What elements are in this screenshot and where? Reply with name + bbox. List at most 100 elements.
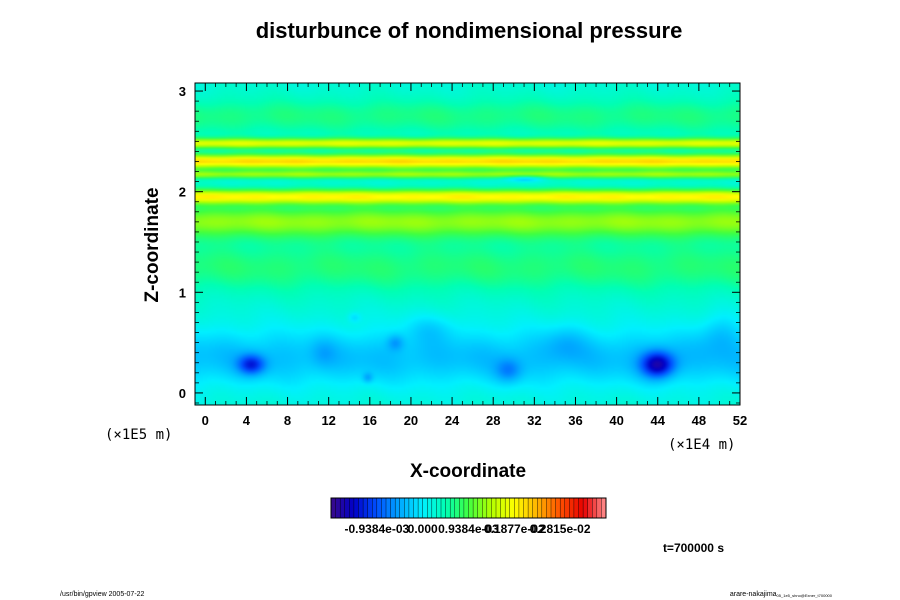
colorbar-cell <box>582 497 589 519</box>
x-tick-label: 24 <box>445 413 460 428</box>
colorbar-cell <box>431 497 437 519</box>
footer-right: arare-nakajima05_1e5_shno@Exner_t700000 <box>730 591 833 598</box>
footer-right-sub: 05_1e5_shno@Exner_t700000 <box>777 593 833 598</box>
colorbar-label: 0.000 <box>408 522 438 536</box>
colorbar-cell <box>518 497 525 519</box>
colorbar-cell <box>449 497 456 519</box>
colorbar-cell <box>491 497 497 519</box>
x-tick-label: 32 <box>527 413 541 428</box>
y-axis-title: Z-coordinate <box>142 187 163 302</box>
x-tick-label: 4 <box>243 413 251 428</box>
colorbar-cell <box>587 497 593 519</box>
colorbar-cell <box>596 497 602 519</box>
colorbar-cell <box>459 497 465 519</box>
x-tick-label: 28 <box>486 413 500 428</box>
colorbar-cell <box>445 497 451 519</box>
colorbar-cell <box>454 497 460 519</box>
x-tick-label: 12 <box>321 413 335 428</box>
colorbar-cell <box>353 497 359 519</box>
colorbar-cell <box>408 497 414 519</box>
colorbar-labels: -0.9384e-030.000 0.9384e-030.1877e-020.28… <box>344 522 590 536</box>
colorbar-cell <box>394 497 401 519</box>
colorbar-cell <box>362 497 369 519</box>
colorbar-cell <box>472 497 479 519</box>
colorbar-cell <box>404 497 410 519</box>
colorbar-label: 0.9384e-03 <box>438 522 499 536</box>
colorbar-cell <box>463 497 469 519</box>
x-scale-label: (×1E4 m) <box>668 437 735 453</box>
colorbar-cell <box>486 497 492 519</box>
colorbar-cell <box>559 497 566 519</box>
x-tick-label: 40 <box>609 413 623 428</box>
colorbar-cell <box>417 497 424 519</box>
x-axis-title: X-coordinate <box>410 461 526 482</box>
colorbar-cell <box>495 497 502 519</box>
colorbar-cell <box>509 497 515 519</box>
x-tick-marks <box>204 83 741 405</box>
heatmap-field <box>195 83 740 405</box>
colorbar-cell <box>500 497 506 519</box>
colorbar-label: 0.1877e-02 <box>484 522 545 536</box>
colorbar-cell <box>367 497 373 519</box>
y-tick-label: 0 <box>179 386 186 401</box>
colorbar-cell <box>372 497 378 519</box>
colorbar-cell <box>376 497 382 519</box>
colorbar-cell <box>335 497 341 519</box>
x-tick-label: 20 <box>404 413 418 428</box>
colorbar-cell <box>482 497 488 519</box>
y-tick-label: 1 <box>179 285 186 300</box>
colorbar-label: 0.2815e-02 <box>530 522 591 536</box>
x-tick-labels: 0 4 8 12 16 20 24 28 32 36 40 44 48 52 <box>202 413 748 428</box>
colorbar-cell <box>550 497 557 519</box>
colorbar-cell <box>468 497 474 519</box>
y-scale-label: (×1E5 m) <box>105 427 172 443</box>
colorbar-cell <box>399 497 405 519</box>
x-tick-label: 48 <box>692 413 706 428</box>
colorbar-cell <box>344 497 350 519</box>
x-tick-label: 16 <box>363 413 377 428</box>
colorbar-cell <box>436 497 442 519</box>
colorbar-cell <box>555 497 561 519</box>
colorbar-cell <box>573 497 580 519</box>
colorbar-cell <box>390 497 396 519</box>
x-tick-label: 8 <box>284 413 291 428</box>
x-tick-label: 44 <box>651 413 666 428</box>
chart-title: disturbunce of nondimensional pressure <box>256 18 683 43</box>
colorbar: -0.9384e-030.000 0.9384e-030.1877e-020.28… <box>330 497 607 536</box>
colorbar-cell <box>527 497 534 519</box>
colorbar-label: -0.9384e-03 <box>344 522 409 536</box>
footer-left: /usr/bin/gpview 2005-07-22 <box>60 591 145 598</box>
colorbar-cell <box>330 497 337 519</box>
colorbar-cell <box>523 497 529 519</box>
footer-right-main: arare-nakajima <box>730 591 777 598</box>
y-tick-marks <box>195 90 740 404</box>
x-tick-label: 36 <box>568 413 582 428</box>
colorbar-cell <box>339 497 346 519</box>
colorbar-cell <box>358 497 364 519</box>
colorbar-cells <box>330 497 607 519</box>
plot-frame <box>194 82 741 406</box>
colorbar-cell <box>477 497 483 519</box>
y-tick-label: 3 <box>179 84 186 99</box>
y-tick-labels: 0 1 2 3 <box>179 84 186 401</box>
colorbar-cell <box>578 497 584 519</box>
colorbar-frame <box>330 497 607 519</box>
colorbar-cell <box>381 497 387 519</box>
colorbar-cell <box>504 497 511 519</box>
colorbar-cell <box>349 497 355 519</box>
colorbar-cell <box>385 497 392 519</box>
colorbar-cell <box>546 497 552 519</box>
x-tick-label: 52 <box>733 413 747 428</box>
colorbar-cell <box>564 497 570 519</box>
colorbar-cell <box>541 497 547 519</box>
colorbar-cell <box>569 497 575 519</box>
colorbar-cell <box>514 497 520 519</box>
colorbar-cell <box>537 497 543 519</box>
colorbar-cell <box>422 497 428 519</box>
colorbar-cell <box>592 497 598 519</box>
y-tick-label: 2 <box>179 185 186 200</box>
colorbar-cell <box>413 497 419 519</box>
